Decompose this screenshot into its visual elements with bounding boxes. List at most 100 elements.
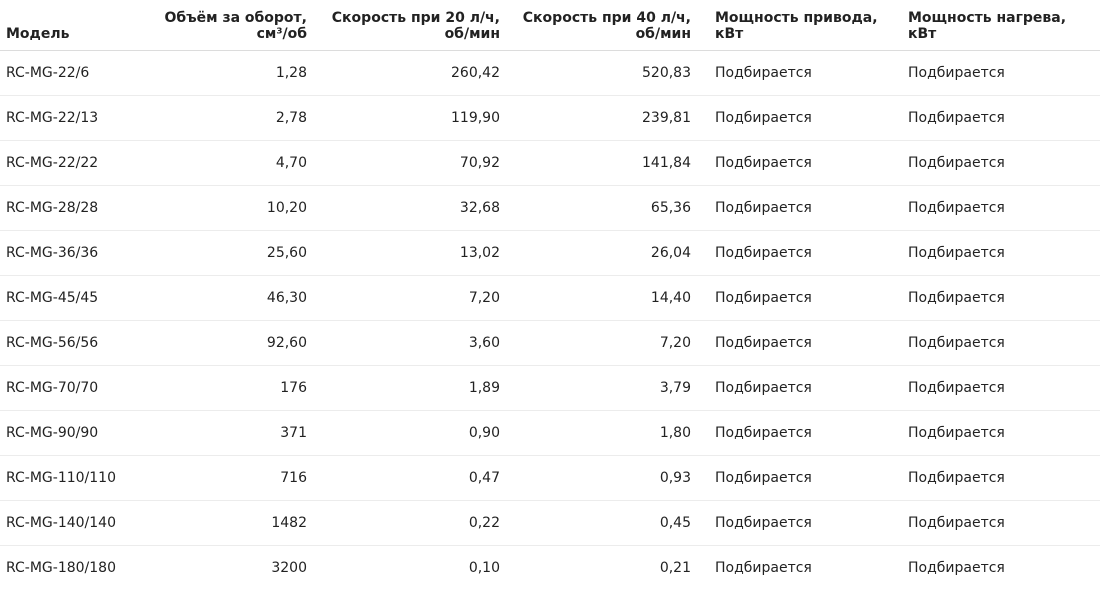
cell-speed-40: 26,04 [508, 230, 699, 276]
header-heat-power-line1: Мощность нагрева, [908, 9, 1067, 26]
cell-drive-power: Подбирается [699, 50, 892, 96]
table-row: RC-MG-36/36 25,60 13,02 26,04 Подбираетс… [0, 230, 1100, 276]
cell-drive-power: Подбирается [699, 275, 892, 321]
cell-model: RC-MG-56/56 [0, 320, 130, 366]
cell-volume: 2,78 [130, 95, 315, 141]
header-row: Модель Объём за оборот, см³/об Скорость … [0, 0, 1100, 51]
table-row: RC-MG-22/13 2,78 119,90 239,81 Подбирает… [0, 95, 1100, 141]
cell-heat-power: Подбирается [892, 50, 1100, 96]
cell-drive-power: Подбирается [699, 365, 892, 411]
cell-speed-20: 3,60 [315, 320, 508, 366]
cell-speed-40: 0,21 [659, 559, 691, 576]
cell-volume: 3200 [271, 559, 307, 576]
header-speed-40: Скорость при 40 л/ч, об/мин [508, 0, 699, 51]
cell-heat-power: Подбирается [892, 365, 1100, 411]
header-speed-40-line1: Скорость при 40 л/ч, [522, 9, 691, 26]
cell-speed-20: 70,92 [315, 140, 508, 186]
cell-speed-40: 520,83 [508, 50, 699, 96]
cell-model: RC-MG-36/36 [0, 230, 130, 276]
cell-model: RC-MG-140/140 [0, 500, 130, 546]
header-model: Модель [0, 0, 130, 51]
cell-heat-power: Подбирается [892, 500, 1100, 546]
table-row: RC-MG-56/56 92,60 3,60 7,20 Подбирается … [0, 320, 1100, 366]
cell-speed-40: 14,40 [508, 275, 699, 321]
header-heat-power-line2: кВт [908, 25, 937, 42]
header-drive-power: Мощность привода, кВт [699, 0, 892, 51]
cell-volume: 716 [130, 455, 315, 501]
cell-speed-20: 0,22 [315, 500, 508, 546]
table-header: Модель Объём за оборот, см³/об Скорость … [0, 0, 1100, 51]
cell-speed-40: 239,81 [508, 95, 699, 141]
header-speed-20-line2: об/мин [444, 25, 500, 42]
table-row: RC-MG-110/110 716 0,47 0,93 Подбирается … [0, 455, 1100, 501]
header-volume-line1: Объём за оборот, [164, 9, 307, 26]
header-speed-40-line2: об/мин [635, 25, 691, 42]
cell-volume: 10,20 [130, 185, 315, 231]
cell-model: RC-MG-70/70 [0, 365, 130, 411]
cell-heat-power: Подбирается [892, 95, 1100, 141]
cell-speed-40: 0,45 [508, 500, 699, 546]
table-row: RC-MG-90/90 371 0,90 1,80 Подбирается По… [0, 410, 1100, 456]
cell-heat-power: Подбирается [892, 140, 1100, 186]
cell-drive-power: Подбирается [699, 230, 892, 276]
cell-speed-20: 32,68 [315, 185, 508, 231]
cell-model: RC-MG-110/110 [0, 455, 130, 501]
cell-model: RC-MG-45/45 [0, 275, 130, 321]
cell-speed-20: 0,90 [315, 410, 508, 456]
table-row: RC-MG-140/140 1482 0,22 0,45 Подбирается… [0, 500, 1100, 546]
header-heat-power: Мощность нагрева, кВт [892, 0, 1100, 51]
cell-drive-power: Подбирается [699, 140, 892, 186]
table-row: RC-MG-22/22 4,70 70,92 141,84 Подбираетс… [0, 140, 1100, 186]
cell-volume: 1,28 [130, 50, 315, 96]
header-model-label: Модель [6, 25, 70, 42]
cell-heat-power: Подбирается [892, 275, 1100, 321]
table-row: RC-MG-22/6 1,28 260,42 520,83 Подбираетс… [0, 50, 1100, 96]
cell-volume: 92,60 [130, 320, 315, 366]
header-speed-20: Скорость при 20 л/ч, об/мин [315, 0, 508, 51]
header-volume-line2: см³/об [256, 25, 307, 42]
table-row: RC-MG-28/28 10,20 32,68 65,36 Подбираетс… [0, 185, 1100, 231]
header-drive-power-line2: кВт [715, 25, 744, 42]
cell-heat-power: Подбирается [892, 410, 1100, 456]
cell-drive-power: Подбирается [699, 455, 892, 501]
cell-model: RC-MG-180/180 [6, 559, 116, 576]
cell-speed-40: 141,84 [508, 140, 699, 186]
cell-speed-40: 65,36 [508, 185, 699, 231]
cell-volume: 46,30 [130, 275, 315, 321]
cell-model: RC-MG-28/28 [0, 185, 130, 231]
cell-speed-40: 3,79 [508, 365, 699, 411]
cell-model: RC-MG-22/6 [0, 50, 130, 96]
table-body: RC-MG-22/6 1,28 260,42 520,83 Подбираетс… [0, 50, 1100, 590]
cell-drive-power: Подбирается [715, 559, 812, 576]
header-drive-power-line1: Мощность привода, [715, 9, 878, 26]
cell-speed-20: 260,42 [315, 50, 508, 96]
cell-speed-20: 0,47 [315, 455, 508, 501]
cell-heat-power: Подбирается [892, 455, 1100, 501]
table-row: RC-MG-45/45 46,30 7,20 14,40 Подбирается… [0, 275, 1100, 321]
cell-speed-20: 13,02 [315, 230, 508, 276]
cell-volume: 176 [130, 365, 315, 411]
cell-speed-40: 1,80 [508, 410, 699, 456]
cell-speed-20: 119,90 [315, 95, 508, 141]
cell-drive-power: Подбирается [699, 500, 892, 546]
cell-speed-20: 7,20 [315, 275, 508, 321]
cell-volume: 1482 [130, 500, 315, 546]
cell-volume: 25,60 [130, 230, 315, 276]
table-row: RC-MG-180/180 3200 0,10 0,21 Подбирается… [0, 545, 1100, 590]
table-row: RC-MG-70/70 176 1,89 3,79 Подбирается По… [0, 365, 1100, 411]
cell-speed-20: 0,10 [468, 559, 500, 576]
cell-speed-20: 1,89 [315, 365, 508, 411]
cell-speed-40: 7,20 [508, 320, 699, 366]
cell-volume: 371 [130, 410, 315, 456]
header-speed-20-line1: Скорость при 20 л/ч, [331, 9, 500, 26]
cell-model: RC-MG-22/13 [0, 95, 130, 141]
cell-heat-power: Подбирается [892, 185, 1100, 231]
cell-model: RC-MG-22/22 [0, 140, 130, 186]
cell-speed-40: 0,93 [508, 455, 699, 501]
cell-heat-power: Подбирается [908, 559, 1005, 576]
cell-drive-power: Подбирается [699, 95, 892, 141]
cell-drive-power: Подбирается [699, 320, 892, 366]
cell-volume: 4,70 [130, 140, 315, 186]
cell-drive-power: Подбирается [699, 185, 892, 231]
